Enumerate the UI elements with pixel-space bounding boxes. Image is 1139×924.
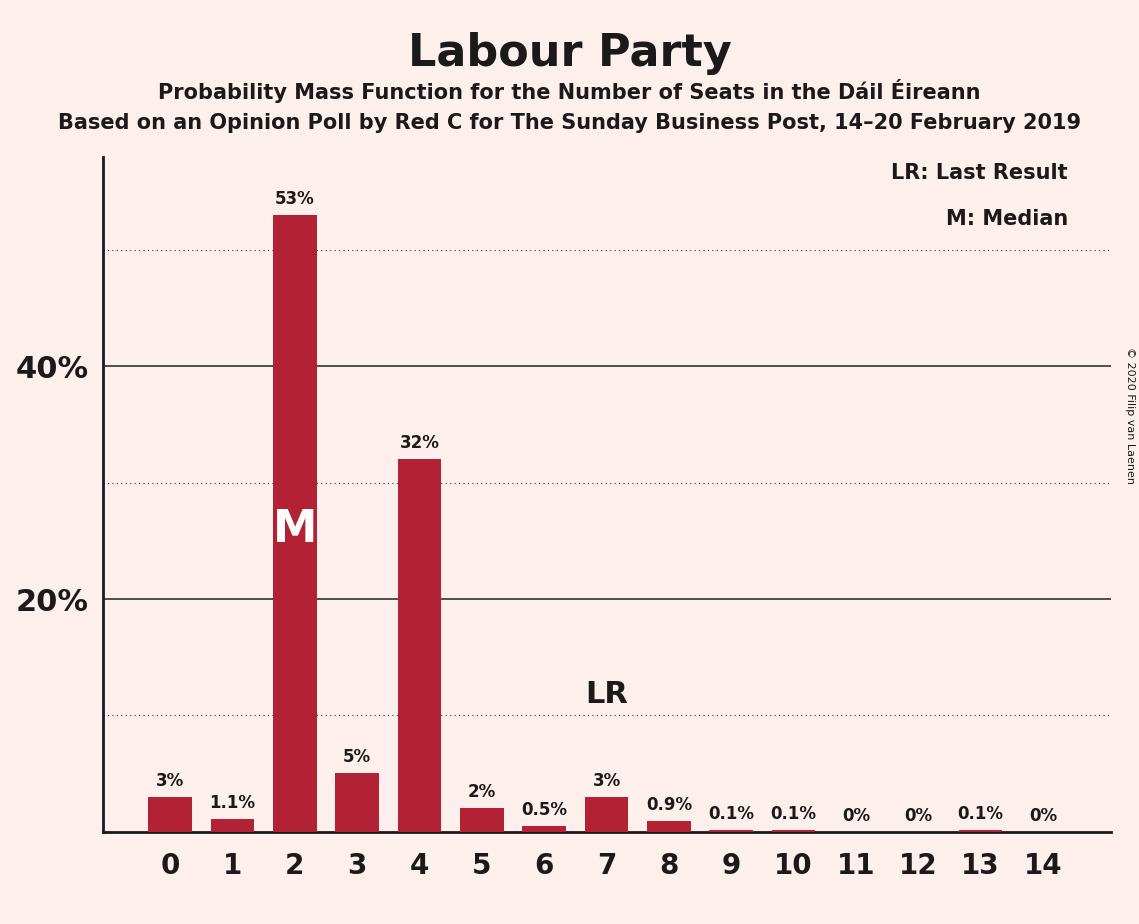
Text: Probability Mass Function for the Number of Seats in the Dáil Éireann: Probability Mass Function for the Number…: [158, 79, 981, 103]
Bar: [398, 459, 441, 832]
Bar: [211, 819, 254, 832]
Bar: [647, 821, 690, 832]
Text: M: Median: M: Median: [945, 210, 1068, 229]
Text: © 2020 Filip van Laenen: © 2020 Filip van Laenen: [1125, 347, 1134, 484]
Bar: [772, 831, 816, 832]
Text: 2%: 2%: [468, 784, 495, 801]
Text: 32%: 32%: [400, 434, 440, 453]
Text: 0.1%: 0.1%: [958, 806, 1003, 823]
Text: M: M: [272, 507, 317, 551]
Text: 0.1%: 0.1%: [708, 806, 754, 823]
Bar: [523, 826, 566, 832]
Text: 0.5%: 0.5%: [522, 801, 567, 819]
Text: 3%: 3%: [156, 772, 185, 790]
Bar: [959, 831, 1002, 832]
Text: 53%: 53%: [274, 190, 314, 208]
Text: Labour Party: Labour Party: [408, 32, 731, 76]
Text: 5%: 5%: [343, 748, 371, 767]
Bar: [335, 773, 379, 832]
Text: LR: Last Result: LR: Last Result: [891, 163, 1068, 183]
Text: LR: LR: [585, 680, 628, 710]
Text: 0%: 0%: [842, 807, 870, 824]
Bar: [273, 215, 317, 832]
Text: 0%: 0%: [904, 807, 933, 824]
Text: 0.9%: 0.9%: [646, 796, 691, 814]
Bar: [460, 808, 503, 832]
Bar: [584, 796, 629, 832]
Text: 1.1%: 1.1%: [210, 794, 255, 812]
Text: Based on an Opinion Poll by Red C for The Sunday Business Post, 14–20 February 2: Based on an Opinion Poll by Red C for Th…: [58, 113, 1081, 133]
Bar: [710, 831, 753, 832]
Bar: [148, 796, 192, 832]
Text: 0.1%: 0.1%: [770, 806, 817, 823]
Text: 0%: 0%: [1029, 807, 1057, 824]
Text: 3%: 3%: [592, 772, 621, 790]
